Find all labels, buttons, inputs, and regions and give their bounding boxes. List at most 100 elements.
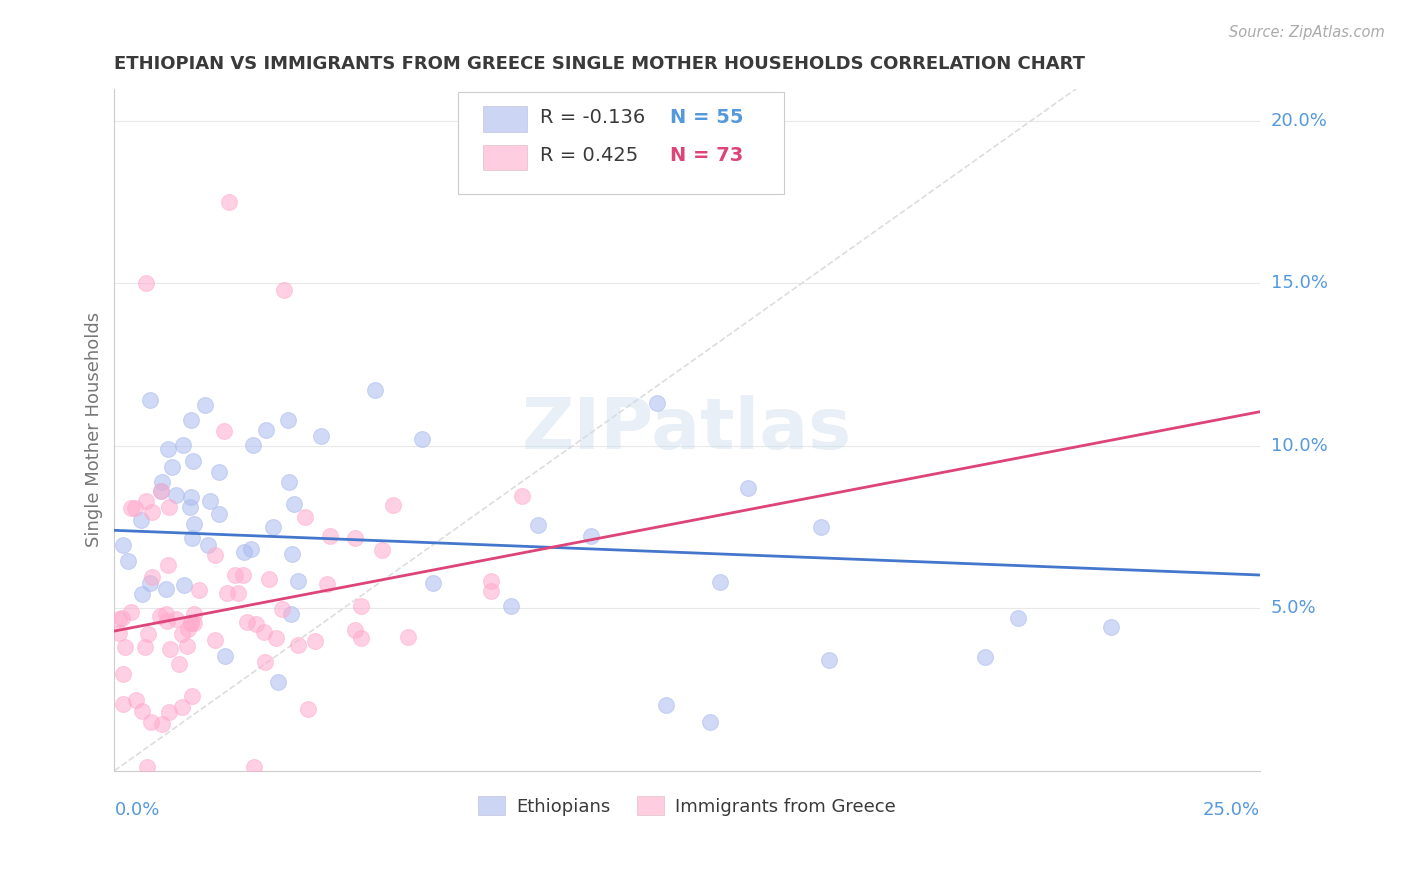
Point xyxy=(172,437,194,451)
Point xyxy=(136,626,159,640)
Point xyxy=(135,760,157,774)
Point xyxy=(655,698,678,712)
Text: 0.0%: 0.0% xyxy=(114,801,160,819)
Point xyxy=(207,507,229,521)
Point xyxy=(165,612,187,626)
Point xyxy=(254,656,277,670)
Point xyxy=(287,639,309,653)
Point xyxy=(242,438,264,452)
Point xyxy=(111,538,134,552)
Point xyxy=(155,582,177,596)
Point xyxy=(363,383,385,397)
Point xyxy=(167,657,190,671)
Point xyxy=(236,615,259,630)
Point xyxy=(350,631,373,645)
Point xyxy=(197,538,219,552)
Point xyxy=(193,398,215,412)
Point xyxy=(124,501,146,516)
Point xyxy=(180,490,202,504)
Point xyxy=(579,529,602,543)
Point xyxy=(422,575,444,590)
Point xyxy=(709,574,731,589)
Point xyxy=(283,497,305,511)
Point xyxy=(699,714,721,729)
Point xyxy=(254,423,277,437)
Point xyxy=(156,558,179,572)
Point xyxy=(479,583,502,598)
Point xyxy=(134,640,156,654)
Point xyxy=(264,631,287,645)
Point xyxy=(270,602,292,616)
Point xyxy=(382,498,405,512)
Point xyxy=(131,587,153,601)
Text: ETHIOPIAN VS IMMIGRANTS FROM GREECE SINGLE MOTHER HOUSEHOLDS CORRELATION CHART: ETHIOPIAN VS IMMIGRANTS FROM GREECE SING… xyxy=(114,55,1085,73)
Point xyxy=(165,488,187,502)
Point xyxy=(149,484,172,499)
Point xyxy=(371,542,394,557)
Point xyxy=(149,609,172,624)
Point xyxy=(180,413,202,427)
Point xyxy=(108,612,131,626)
Point xyxy=(319,528,342,542)
Point xyxy=(297,702,319,716)
Point xyxy=(180,615,202,630)
FancyBboxPatch shape xyxy=(458,92,785,194)
Point xyxy=(183,616,205,631)
Point xyxy=(157,500,180,515)
Text: R = 0.425: R = 0.425 xyxy=(540,146,638,165)
Point xyxy=(139,576,162,591)
Point xyxy=(224,568,246,582)
Point xyxy=(212,425,235,439)
Text: Source: ZipAtlas.com: Source: ZipAtlas.com xyxy=(1229,25,1385,40)
Point xyxy=(125,693,148,707)
Point xyxy=(232,567,254,582)
Point xyxy=(343,531,366,545)
FancyBboxPatch shape xyxy=(484,145,527,170)
Point xyxy=(214,649,236,664)
Point xyxy=(131,704,153,718)
Text: N = 73: N = 73 xyxy=(669,146,744,165)
Point xyxy=(114,640,136,654)
Text: 25.0%: 25.0% xyxy=(1202,801,1260,819)
Point xyxy=(278,475,301,490)
Point xyxy=(183,517,205,532)
Point xyxy=(176,639,198,653)
Point xyxy=(510,489,533,503)
Point xyxy=(818,653,841,667)
Point xyxy=(810,519,832,533)
Point xyxy=(111,697,134,711)
Point xyxy=(183,607,205,622)
Point xyxy=(245,616,267,631)
Point xyxy=(527,517,550,532)
Text: 5.0%: 5.0% xyxy=(1271,599,1316,617)
Point xyxy=(204,632,226,647)
Point xyxy=(141,505,163,519)
Point xyxy=(647,396,669,410)
Point xyxy=(218,195,240,210)
Point xyxy=(240,541,263,556)
Point xyxy=(343,623,366,637)
Point xyxy=(280,607,302,622)
Y-axis label: Single Mother Households: Single Mother Households xyxy=(86,312,103,547)
Text: 20.0%: 20.0% xyxy=(1271,112,1327,130)
Point xyxy=(187,582,209,597)
Point xyxy=(479,574,502,589)
Text: N = 55: N = 55 xyxy=(669,109,744,128)
Point xyxy=(277,413,299,427)
Point xyxy=(170,700,193,714)
Text: 15.0%: 15.0% xyxy=(1271,275,1327,293)
Point xyxy=(159,642,181,657)
Legend: Ethiopians, Immigrants from Greece: Ethiopians, Immigrants from Greece xyxy=(471,789,903,823)
Point xyxy=(112,666,135,681)
Point xyxy=(180,616,202,631)
Point xyxy=(139,392,162,407)
Point xyxy=(198,494,221,508)
Point xyxy=(173,578,195,592)
Point xyxy=(411,433,433,447)
FancyBboxPatch shape xyxy=(484,105,527,131)
Point xyxy=(280,547,302,561)
Point xyxy=(156,442,179,457)
Point xyxy=(396,630,419,644)
Point xyxy=(160,460,183,475)
Point xyxy=(273,283,295,297)
